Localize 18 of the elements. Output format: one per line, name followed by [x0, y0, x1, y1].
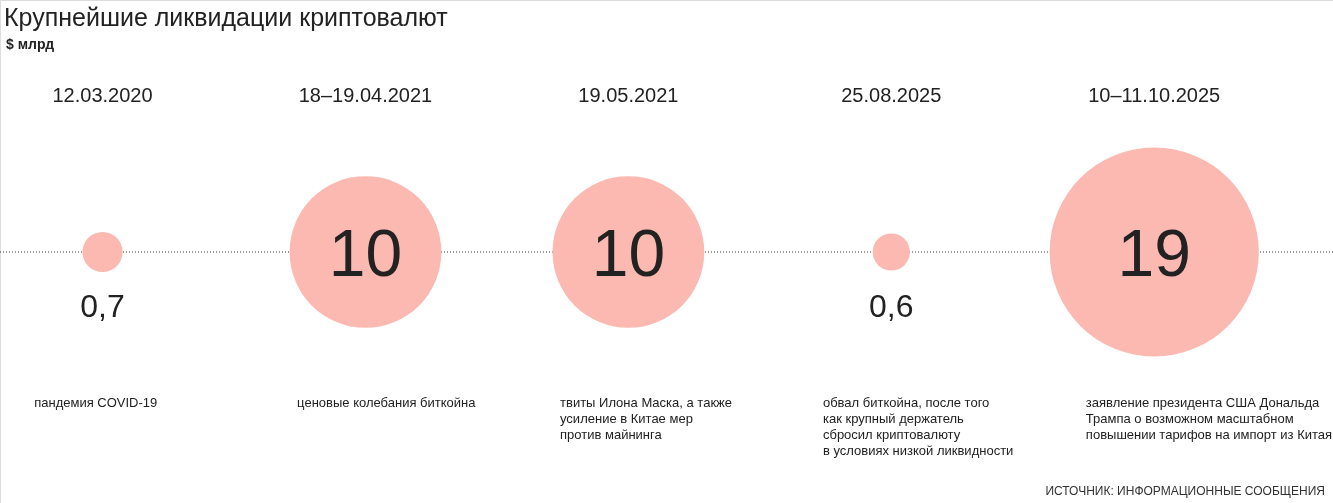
category-label: 19.05.2021 — [578, 84, 679, 106]
category-label: 12.03.2020 — [52, 84, 153, 106]
category-label: 10–11.10.2025 — [1088, 84, 1221, 106]
text: Крупнейшие ликвидации криптовалют — [4, 3, 449, 31]
data-label: 0,6 — [869, 288, 914, 324]
data-label: 10 — [328, 216, 403, 290]
category-label: 25.08.2025 — [841, 84, 942, 106]
data-label: 10 — [591, 216, 666, 290]
text: пандемия COVID-19 — [34, 395, 158, 410]
text: твиты Илона Маска, а также усиление в Китае мер против майнинга — [560, 395, 732, 442]
data-label: 19 — [1117, 216, 1191, 290]
text: $ млрд — [6, 36, 55, 52]
text: ценовые колебания биткойна — [297, 395, 476, 410]
data-label: 0,7 — [80, 288, 125, 324]
text: обвал биткойна, после того как крупный держатель сбросил криптовалюту в условиях низкой ликвидности — [822, 395, 1014, 458]
text: заявление президента США Дональда Трампа о возможном масштабном повышении тарифов на импорт из Китая — [1085, 395, 1333, 442]
category-label: 18–19.04.2021 — [298, 84, 433, 106]
text: ИСТОЧНИК: ИНФОРМАЦИОННЫЕ СООБЩЕНИЯ — [1045, 484, 1325, 498]
